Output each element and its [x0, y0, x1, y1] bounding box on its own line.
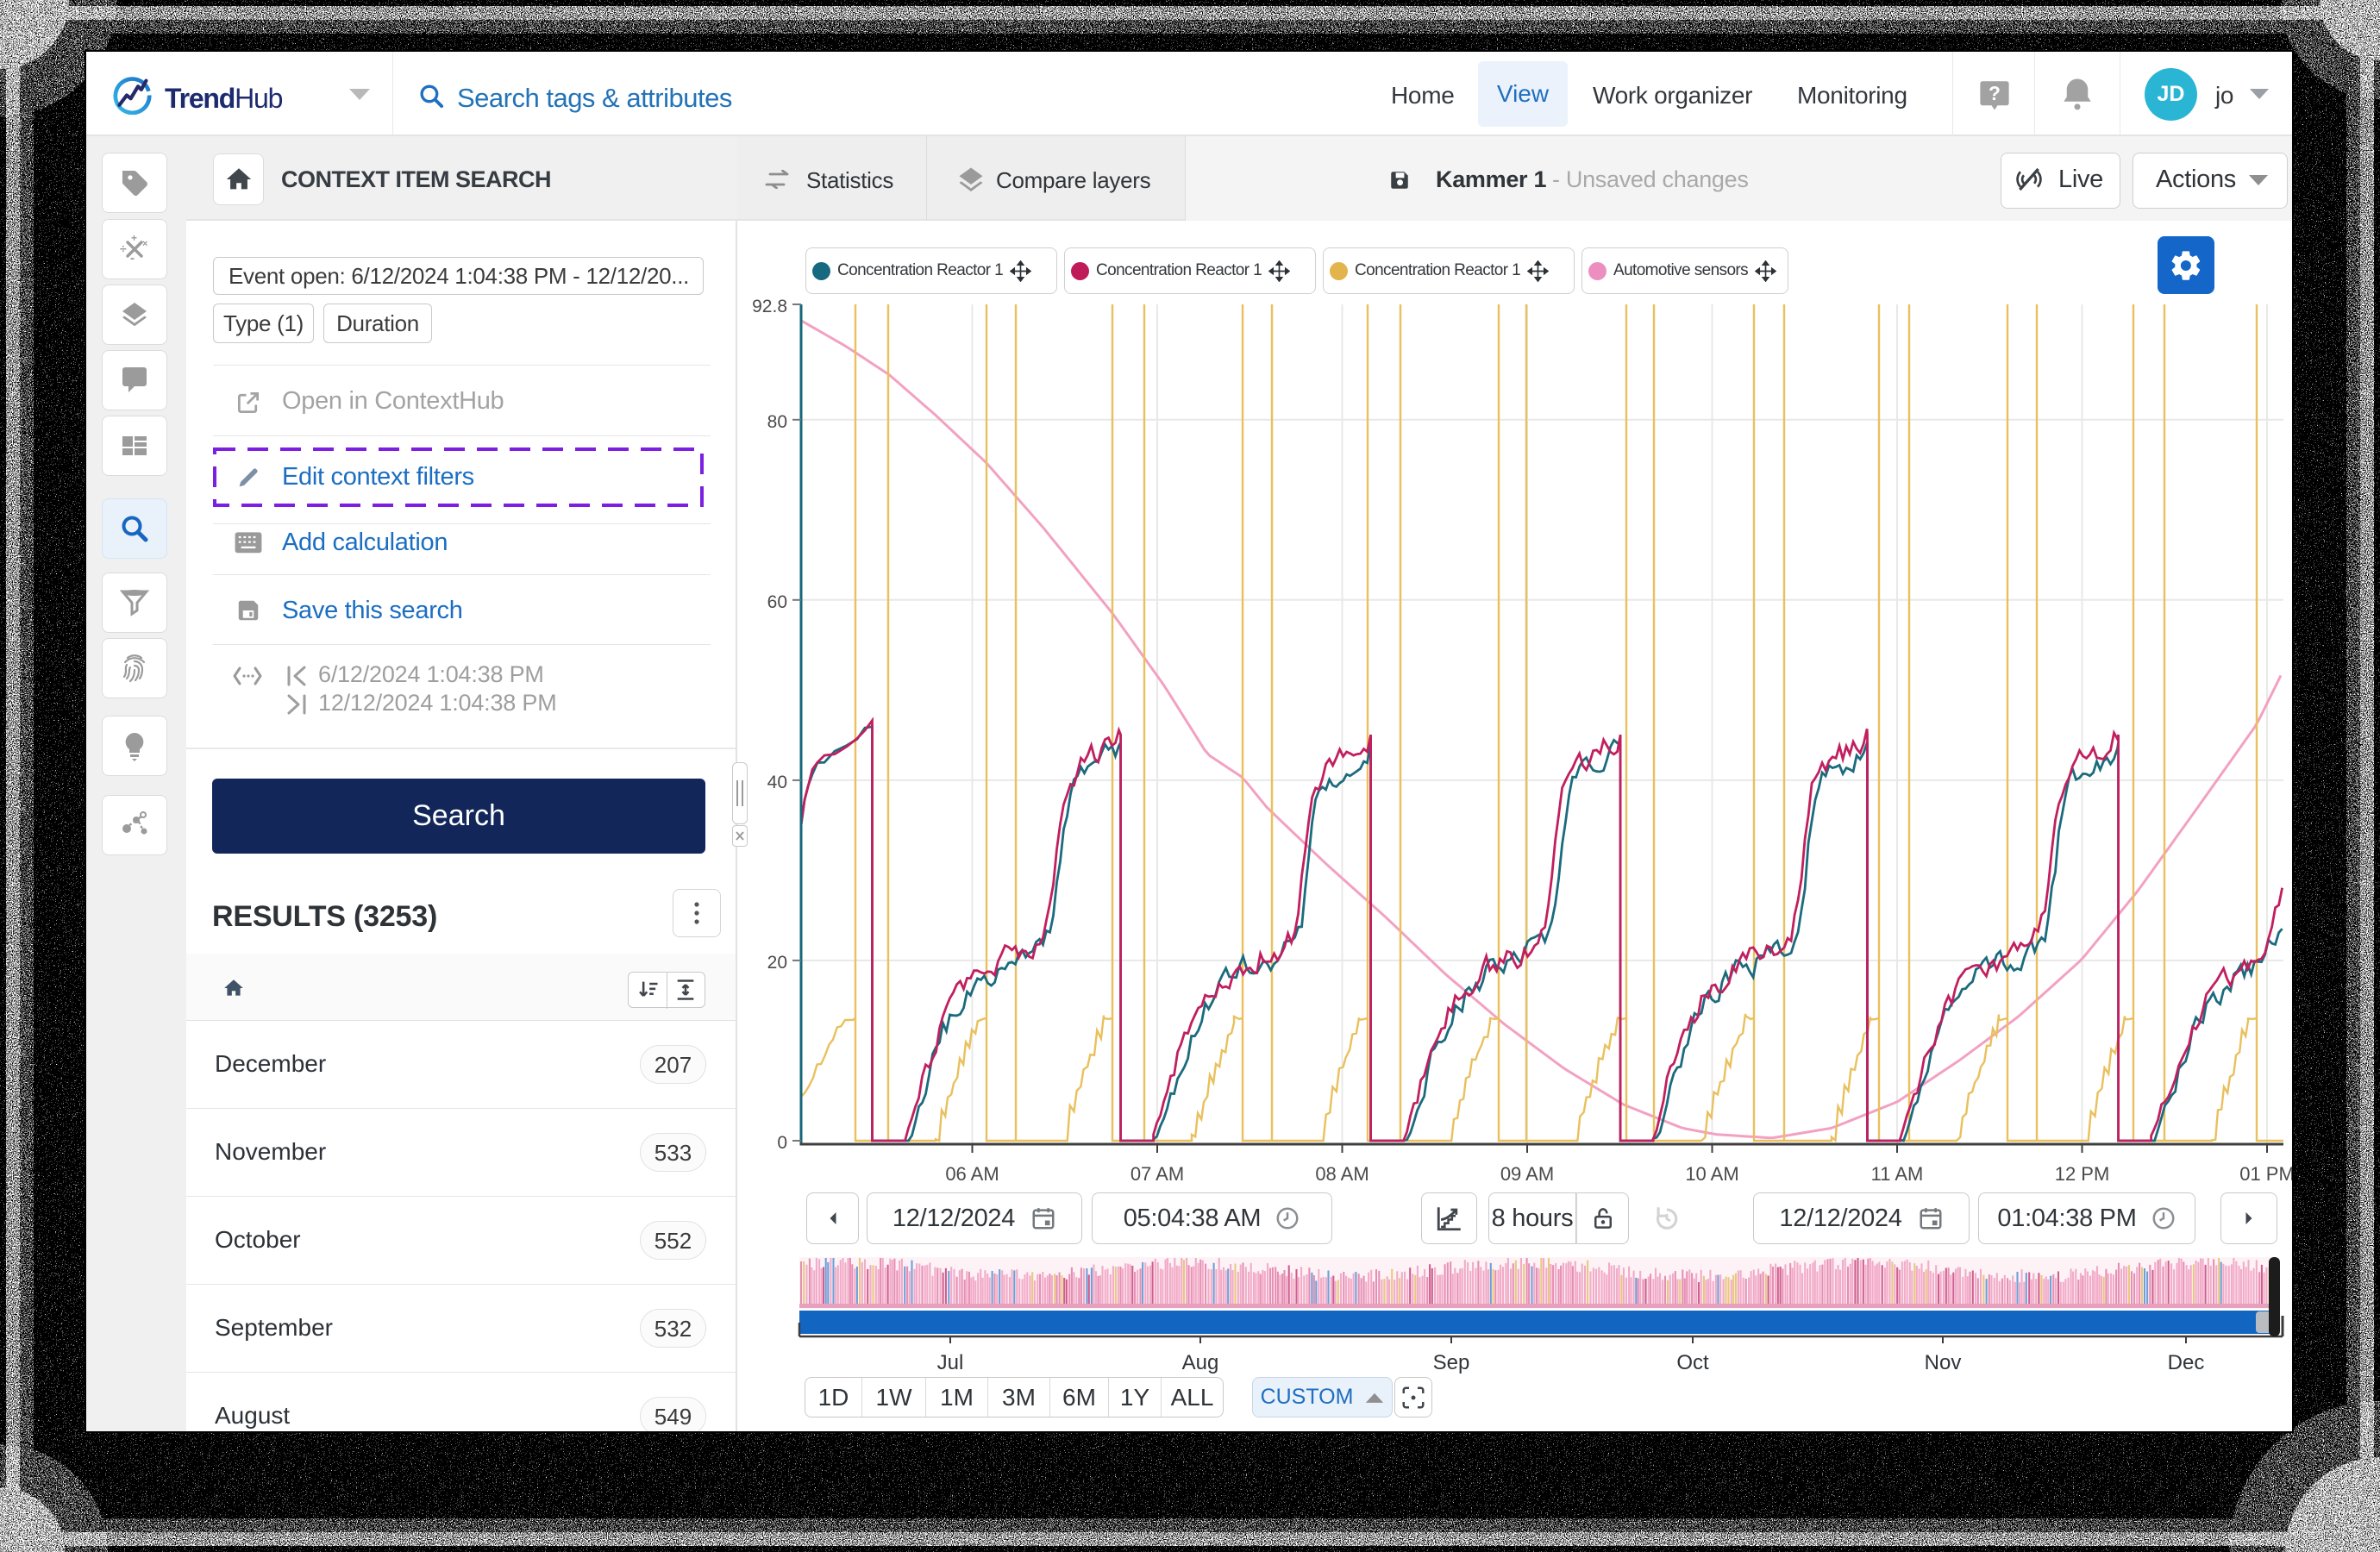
svg-text:12 PM: 12 PM: [2055, 1163, 2110, 1185]
svg-text:92.8: 92.8: [752, 297, 787, 316]
svg-text:-: -: [130, 251, 135, 265]
svg-text:?: ?: [1989, 82, 2001, 104]
svg-text:Aug: Aug: [1182, 1351, 1219, 1374]
svg-text:Sep: Sep: [1433, 1351, 1470, 1374]
svg-text:Jul: Jul: [937, 1351, 964, 1374]
svg-text:Nov: Nov: [1925, 1351, 1962, 1374]
svg-text:÷: ÷: [120, 241, 127, 255]
svg-text:+: +: [131, 234, 137, 244]
svg-text:Dec: Dec: [2168, 1351, 2205, 1374]
svg-text:×: ×: [142, 239, 147, 249]
svg-text:11 AM: 11 AM: [1871, 1163, 1924, 1185]
svg-text:20: 20: [767, 953, 787, 973]
svg-text:01 PM: 01 PM: [2239, 1163, 2292, 1185]
svg-text:06 AM: 06 AM: [945, 1163, 999, 1185]
svg-text:0: 0: [777, 1133, 787, 1153]
svg-text:40: 40: [767, 773, 787, 792]
svg-text:10 AM: 10 AM: [1685, 1163, 1738, 1185]
svg-text:09 AM: 09 AM: [1500, 1163, 1554, 1185]
svg-text:80: 80: [767, 412, 787, 432]
svg-text:60: 60: [767, 592, 787, 612]
svg-text:07 AM: 07 AM: [1130, 1163, 1184, 1185]
svg-text:08 AM: 08 AM: [1315, 1163, 1368, 1185]
svg-text:Oct: Oct: [1676, 1351, 1709, 1374]
